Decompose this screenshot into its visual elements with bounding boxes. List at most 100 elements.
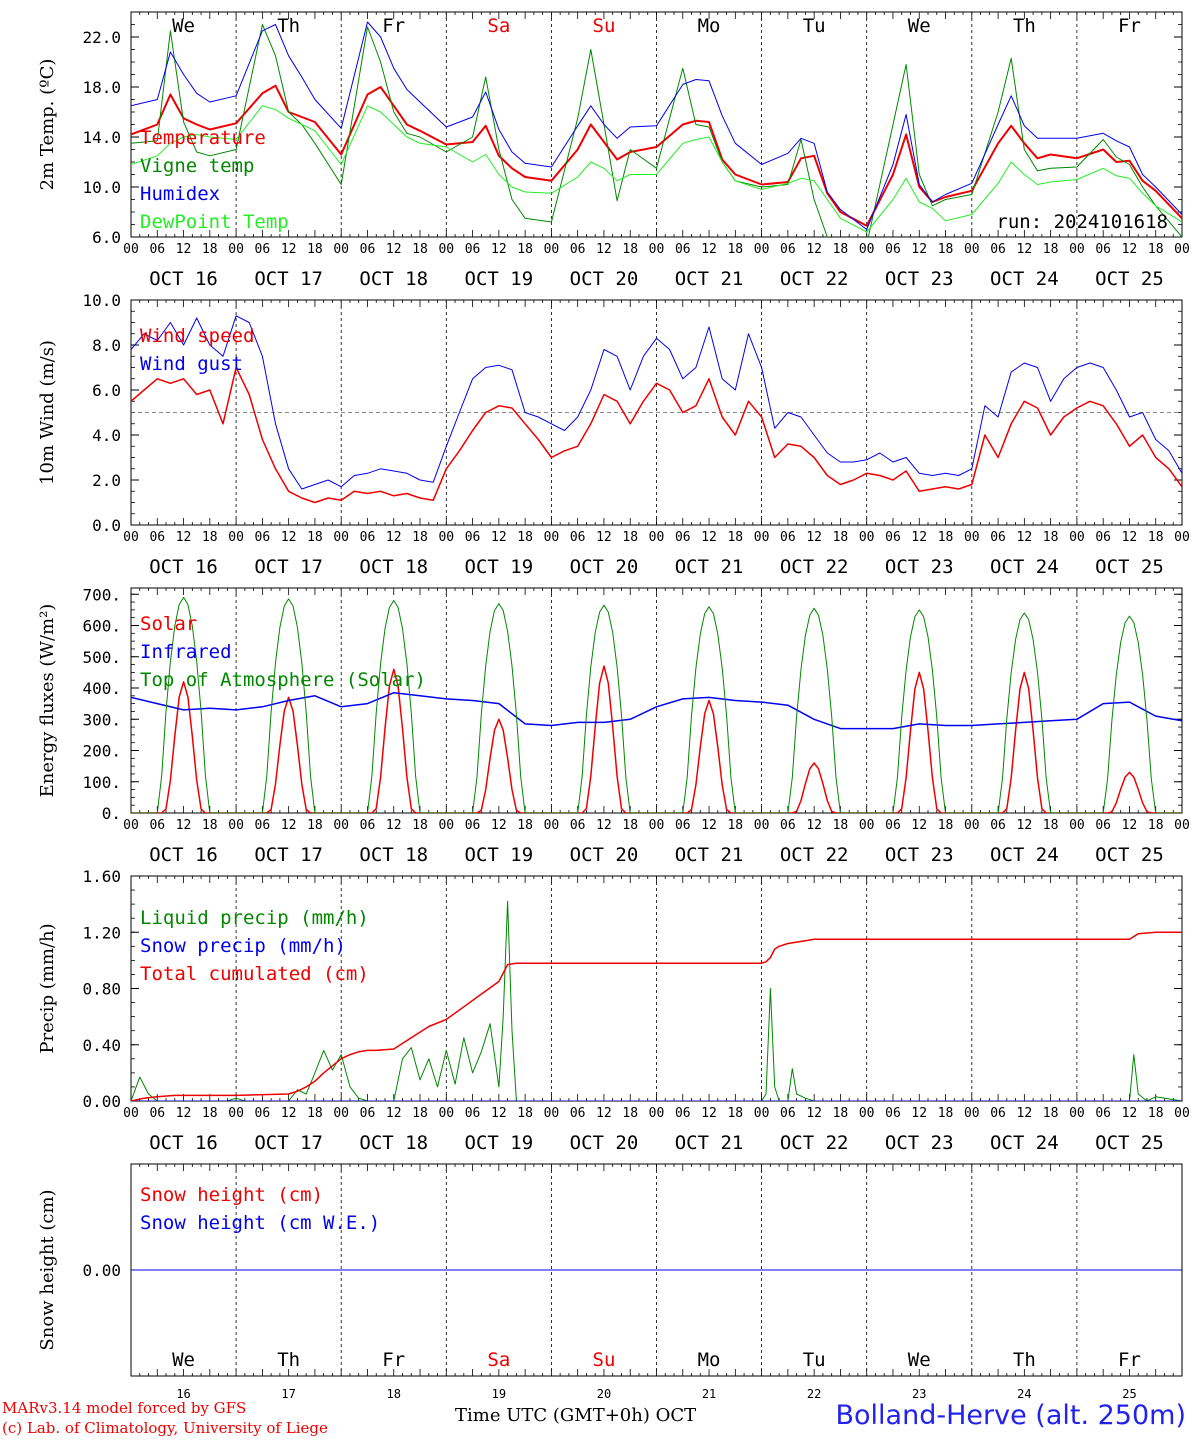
weekday-label: Mo	[698, 1349, 721, 1371]
x-hour-label: 12	[806, 530, 822, 545]
x-hour-label: 06	[1095, 530, 1111, 545]
x-hour-label: 12	[911, 242, 927, 257]
y-tick-label: 500.	[82, 648, 121, 667]
x-hour-label: 06	[360, 818, 376, 833]
x-date-label: OCT 20	[570, 1132, 639, 1154]
x-date-label: OCT 24	[990, 268, 1059, 290]
day-number-label: 18	[387, 1387, 401, 1401]
x-hour-label: 00	[438, 818, 454, 833]
y-tick-label: 200.	[82, 742, 121, 761]
x-hour-label: 12	[911, 1106, 927, 1121]
weekday-label: Fr	[1118, 1349, 1141, 1371]
x-date-label: OCT 20	[570, 844, 639, 866]
x-hour-label: 12	[176, 818, 192, 833]
series-line-humidex	[131, 21, 1182, 230]
x-hour-label: 00	[228, 818, 244, 833]
x-hour-label: 18	[622, 818, 638, 833]
x-hour-label: 06	[990, 242, 1006, 257]
y-axis-label: Precip (mm/h)	[37, 923, 58, 1053]
x-date-label: OCT 24	[990, 844, 1059, 866]
x-hour-label: 06	[885, 530, 901, 545]
x-hour-label: 00	[228, 242, 244, 257]
x-hour-label: 00	[754, 242, 770, 257]
x-hour-label: 00	[859, 818, 875, 833]
x-hour-label: 06	[780, 1106, 796, 1121]
y-axis-label: Snow height (cm)	[37, 1189, 58, 1350]
x-hour-label: 00	[333, 530, 349, 545]
x-hour-label: 00	[333, 242, 349, 257]
weekday-label: Th	[277, 1349, 300, 1371]
x-hour-label: 18	[517, 242, 533, 257]
x-hour-label: 12	[491, 530, 507, 545]
x-hour-label: 12	[491, 818, 507, 833]
series-line-top-of-atmosphere-solar	[131, 596, 1182, 813]
series-line-liquid-precip-mm-h	[131, 900, 1182, 1101]
x-date-label: OCT 23	[885, 1132, 954, 1154]
x-hour-label: 00	[754, 530, 770, 545]
x-date-label: OCT 19	[465, 268, 534, 290]
x-date-label: OCT 25	[1095, 1132, 1164, 1154]
x-hour-label: 12	[491, 1106, 507, 1121]
x-hour-label: 18	[727, 242, 743, 257]
x-hour-label: 00	[1069, 818, 1085, 833]
weekday-label: We	[172, 1349, 195, 1371]
y-tick-label: 1.20	[82, 923, 121, 942]
weekday-label: Tu	[803, 1349, 826, 1371]
x-hour-label: 18	[622, 1106, 638, 1121]
y-tick-label: 300.	[82, 710, 121, 729]
y-tick-label: 18.0	[82, 78, 121, 97]
x-hour-label: 18	[412, 242, 428, 257]
x-hour-label: 18	[202, 1106, 218, 1121]
legend-entry: Humidex	[140, 183, 220, 205]
x-hour-label: 12	[281, 242, 297, 257]
series-line-temperature	[131, 84, 1182, 227]
legend-entry: Snow precip (mm/h)	[140, 935, 346, 957]
x-hour-label: 18	[938, 242, 954, 257]
x-date-label: OCT 21	[675, 268, 744, 290]
x-hour-label: 00	[859, 1106, 875, 1121]
legend-entry: Snow height (cm)	[140, 1184, 323, 1206]
legend-entry: Solar	[140, 613, 197, 635]
weekday-label: Fr	[382, 1349, 405, 1371]
x-date-label: OCT 21	[675, 556, 744, 578]
x-hour-label: 06	[465, 1106, 481, 1121]
x-hour-label: 18	[412, 1106, 428, 1121]
x-date-label: OCT 19	[465, 844, 534, 866]
x-hour-label: 06	[570, 530, 586, 545]
x-hour-label: 12	[176, 1106, 192, 1121]
x-hour-label: 18	[833, 242, 849, 257]
y-tick-label: 1.60	[82, 867, 121, 886]
x-hour-label: 12	[1122, 530, 1138, 545]
x-date-label: OCT 18	[359, 1132, 428, 1154]
x-hour-label: 12	[1017, 1106, 1033, 1121]
x-hour-label: 12	[1017, 530, 1033, 545]
x-hour-label: 06	[360, 1106, 376, 1121]
x-hour-label: 12	[281, 818, 297, 833]
x-hour-label: 00	[1174, 1106, 1190, 1121]
y-axis-label: 2m Temp. (ºC)	[37, 59, 58, 191]
x-hour-label: 18	[833, 530, 849, 545]
x-hour-label: 18	[202, 818, 218, 833]
x-hour-label: 12	[386, 1106, 402, 1121]
x-hour-label: 00	[754, 818, 770, 833]
x-hour-label: 00	[1069, 242, 1085, 257]
x-hour-label: 18	[1043, 242, 1059, 257]
x-hour-label: 00	[649, 530, 665, 545]
x-hour-label: 18	[727, 530, 743, 545]
x-hour-label: 12	[281, 1106, 297, 1121]
x-hour-label: 06	[990, 1106, 1006, 1121]
y-tick-label: 4.0	[92, 426, 121, 445]
x-date-label: OCT 22	[780, 1132, 849, 1154]
x-hour-label: 18	[938, 1106, 954, 1121]
x-hour-label: 06	[570, 818, 586, 833]
x-hour-label: 00	[228, 530, 244, 545]
x-hour-label: 00	[123, 530, 139, 545]
weekday-label: Mo	[698, 15, 721, 37]
x-hour-label: 00	[1069, 1106, 1085, 1121]
legend-entry: Top of Atmosphere (Solar)	[140, 669, 426, 691]
x-date-label: OCT 23	[885, 844, 954, 866]
x-hour-label: 12	[701, 242, 717, 257]
x-hour-label: 12	[596, 818, 612, 833]
x-hour-label: 18	[1148, 242, 1164, 257]
